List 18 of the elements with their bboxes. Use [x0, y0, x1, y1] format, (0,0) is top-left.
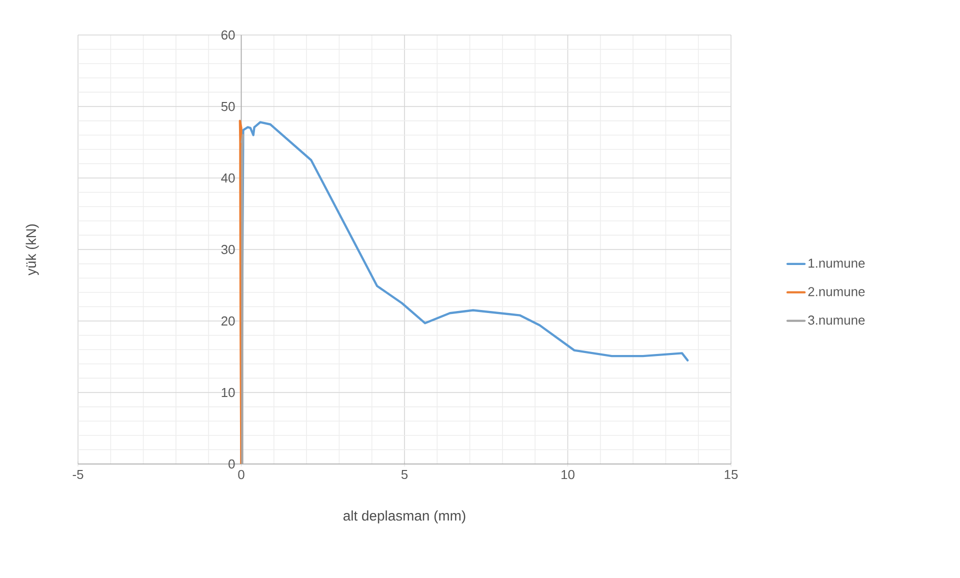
- y-tick-label: 50: [221, 102, 235, 112]
- y-tick-label: 60: [221, 30, 235, 40]
- y-tick-label: 10: [222, 388, 235, 398]
- y-tick-label: 0: [228, 459, 235, 469]
- x-axis-title: alt deplasman (mm): [343, 510, 466, 524]
- legend-label: 1.numune: [808, 258, 865, 268]
- y-tick-label: 20: [221, 316, 235, 326]
- x-tick-label: -5: [72, 470, 84, 480]
- x-tick-label: 0: [238, 470, 244, 480]
- legend-label: 2.numune: [808, 287, 865, 296]
- y-tick-label: 40: [221, 173, 235, 183]
- legend-label: 3.numune: [808, 316, 865, 325]
- y-tick-label: 30: [221, 244, 235, 254]
- x-tick-label: 15: [724, 470, 738, 480]
- x-tick-label: 5: [401, 470, 408, 480]
- x-tick-label: 10: [562, 470, 574, 480]
- line-series: [238, 120, 242, 464]
- y-axis-title: yük (kN): [26, 224, 39, 276]
